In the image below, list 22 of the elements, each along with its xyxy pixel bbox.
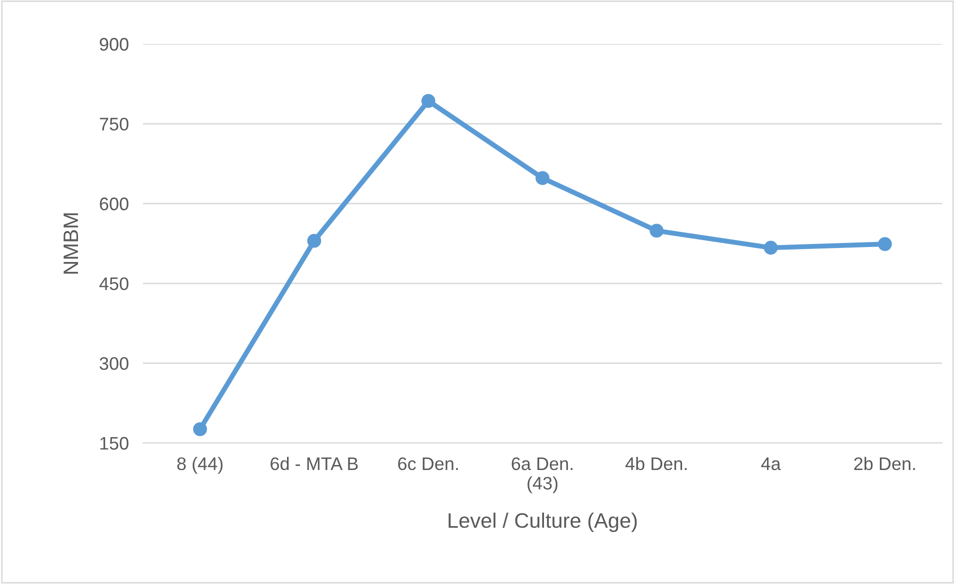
x-tick-label: 6c Den.: [398, 457, 458, 470]
x-tick-label: 6d - MTA B: [270, 456, 358, 470]
point: [764, 240, 778, 255]
point: [193, 422, 208, 436]
y-tick-label: 150: [100, 436, 128, 450]
point: [421, 94, 436, 108]
x-axis-title: Level / Culture (Age): [448, 512, 637, 532]
point: [878, 237, 892, 251]
point: [307, 234, 322, 248]
y-tick-label: 900: [100, 38, 128, 51]
x-tick-label: 4a: [761, 458, 781, 470]
x-tick-label: 8 (44): [177, 456, 223, 474]
y-tick-label: 600: [100, 198, 128, 210]
point: [536, 171, 550, 186]
y-tick-label: 450: [99, 277, 128, 290]
x-tick-label: 4b Den.: [625, 456, 687, 470]
y-tick-label: 300: [100, 357, 128, 370]
x-tick-label: 2b Den.: [854, 456, 915, 470]
y-axis-title: NMBM: [64, 213, 78, 274]
point: [650, 224, 664, 238]
y-tick-label: 750: [100, 118, 128, 131]
x-tick-label: 6a Den. (43): [512, 457, 572, 494]
